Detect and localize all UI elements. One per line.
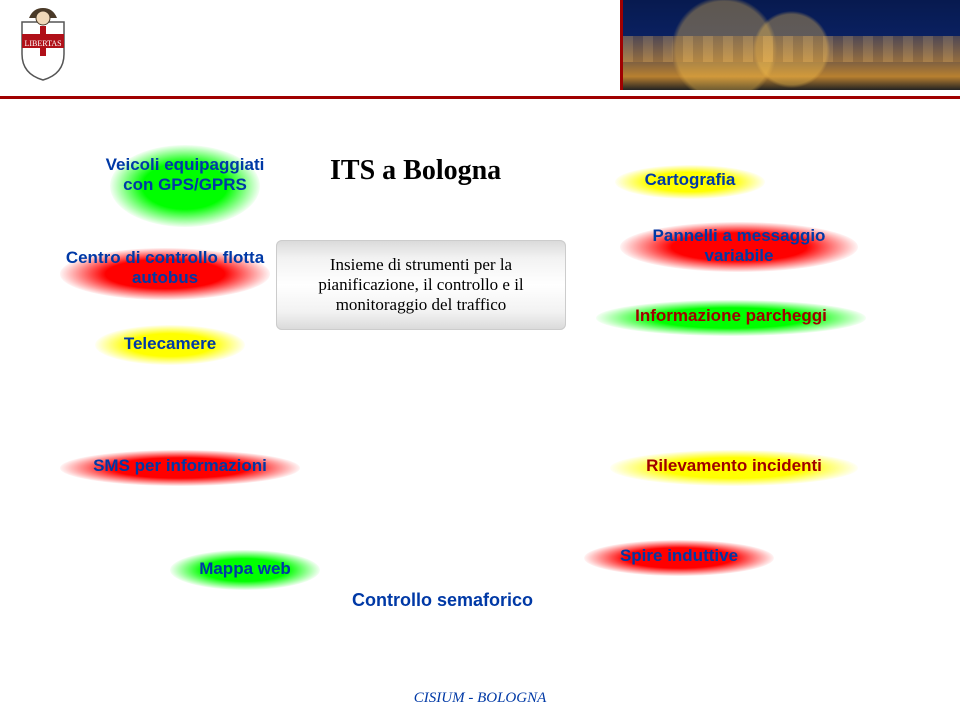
bubble-label-telecamere: Telecamere — [95, 334, 245, 354]
bubble-label-infoparch: Informazione parcheggi — [596, 306, 866, 326]
city-crest-logo: LIBERTAS — [12, 4, 74, 82]
slide-title: ITS a Bologna — [330, 155, 501, 187]
header-divider — [0, 96, 960, 99]
bubble-label-veicoli: Veicoli equipaggiati con GPS/GPRS — [95, 155, 275, 196]
crest-svg: LIBERTAS — [12, 4, 74, 82]
header: LIBERTAS — [0, 0, 960, 100]
bubble-label-sms: SMS per informazioni — [60, 456, 300, 476]
bubble-label-centro: Centro di controllo flotta autobus — [60, 248, 270, 289]
text-controllo-semaforico: Controllo semaforico — [352, 590, 602, 611]
header-photo — [620, 0, 960, 90]
bubble-label-spire: Spire induttive — [584, 546, 774, 566]
center-description-box: Insieme di strumenti per la pianificazio… — [276, 240, 566, 330]
bubble-label-rilev: Rilevamento incidenti — [610, 456, 858, 476]
footer-text: CISIUM - BOLOGNA — [414, 690, 547, 706]
bubble-label-cartografia: Cartografia — [615, 170, 765, 190]
bubble-label-mappaweb: Mappa web — [170, 559, 320, 579]
slide: LIBERTAS ITS a Bologna Insieme di strume… — [0, 0, 960, 711]
footer: CISIUM - BOLOGNA — [0, 689, 960, 707]
center-description-text: Insieme di strumenti per la pianificazio… — [292, 255, 550, 315]
bubble-label-pannelli: Pannelli a messaggio variabile — [620, 226, 858, 267]
svg-text:LIBERTAS: LIBERTAS — [24, 39, 61, 48]
